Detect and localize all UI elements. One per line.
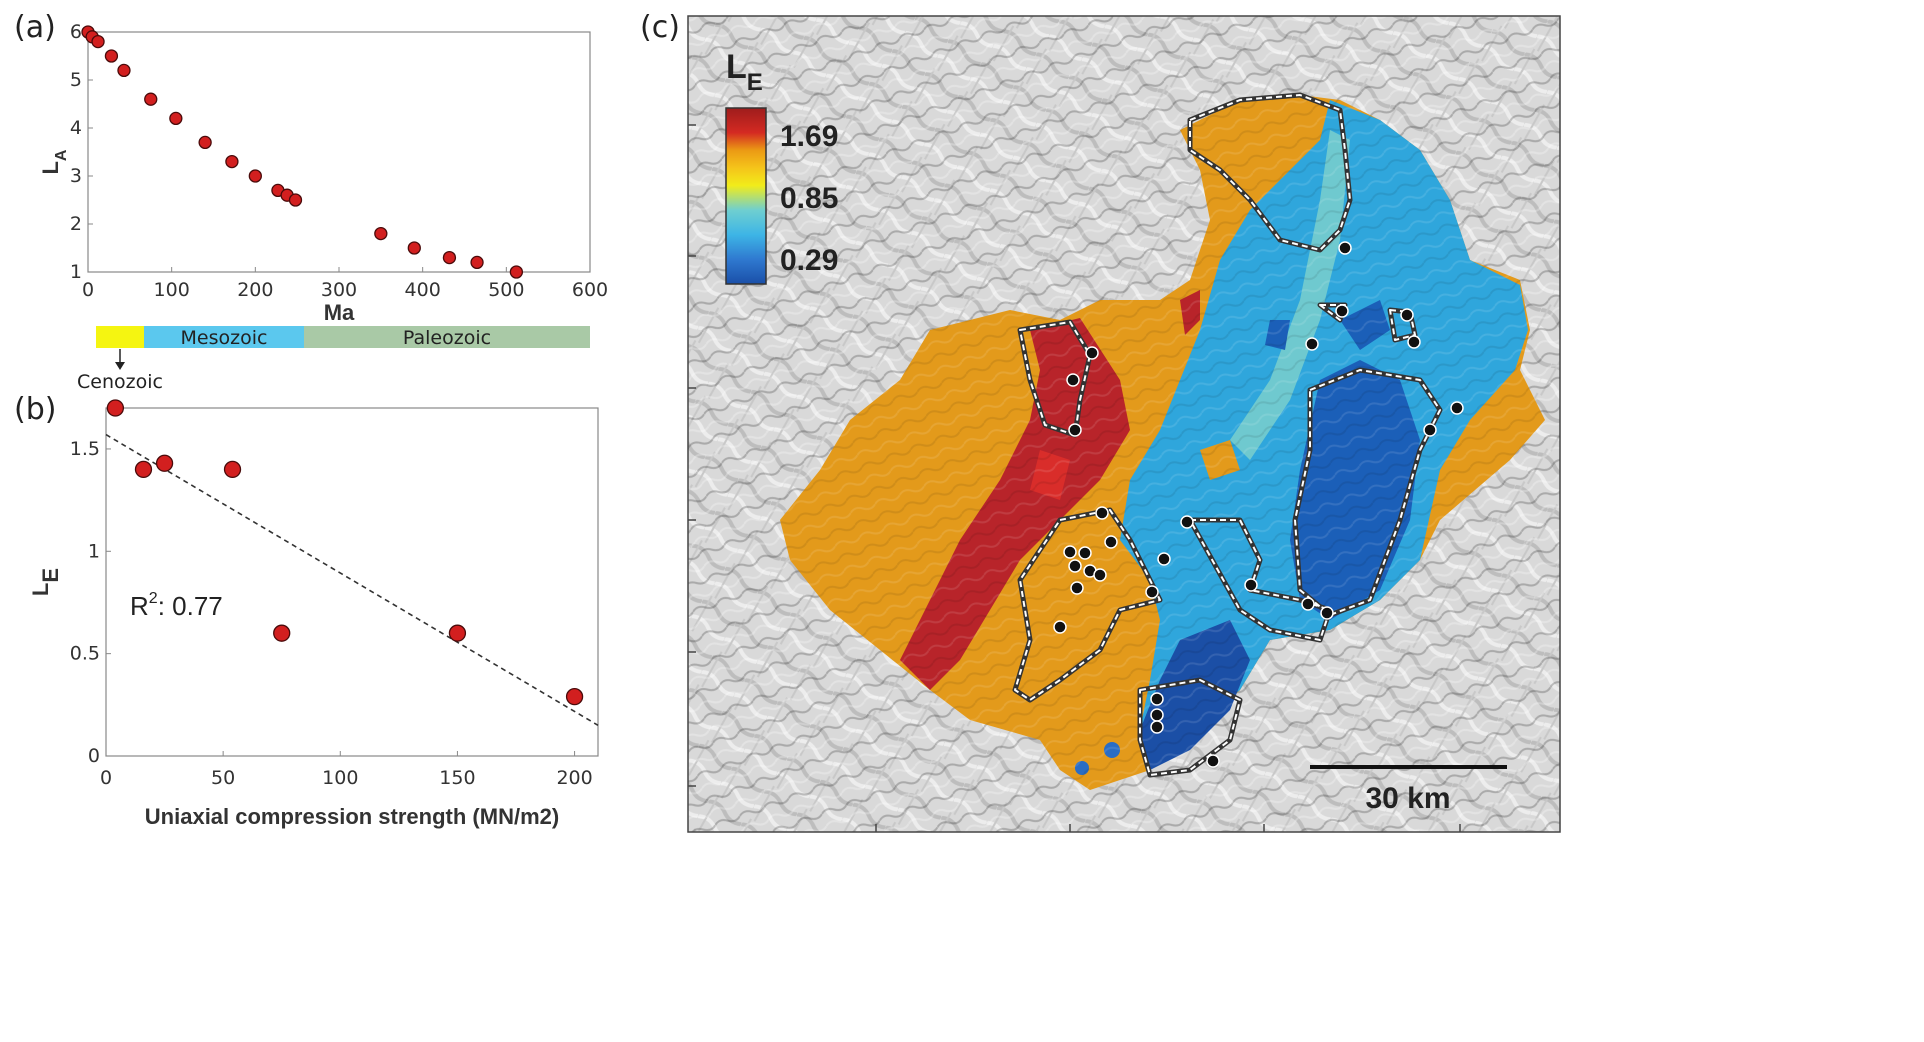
station-point — [1085, 346, 1099, 360]
station-point — [1244, 578, 1258, 592]
panel-label-b: (b) — [14, 392, 57, 427]
station-point — [1335, 304, 1349, 318]
map-frame — [687, 15, 1561, 833]
station-point — [1150, 720, 1164, 734]
scale-bar-label: 30 km — [1365, 782, 1450, 815]
station-point — [1063, 545, 1077, 559]
legend-colorbar — [725, 107, 767, 285]
station-point — [1150, 708, 1164, 722]
station-point — [1320, 606, 1334, 620]
station-point — [1068, 559, 1082, 573]
station-point — [1423, 423, 1437, 437]
station-point — [1157, 552, 1171, 566]
station-point — [1450, 401, 1464, 415]
station-points — [1053, 241, 1464, 768]
station-point — [1078, 546, 1092, 560]
panel-label-a: (a) — [14, 10, 56, 45]
station-point — [1145, 585, 1159, 599]
station-point — [1053, 620, 1067, 634]
panel-label-c: (c) — [640, 10, 680, 45]
station-point — [1070, 581, 1084, 595]
station-point — [1068, 423, 1082, 437]
station-point — [1305, 337, 1319, 351]
legend-value-mid: 0.85 — [780, 182, 838, 215]
station-point — [1400, 308, 1414, 322]
station-point — [1301, 597, 1315, 611]
map-frame-ticks — [688, 124, 1461, 832]
station-point — [1338, 241, 1352, 255]
legend-title: LE — [726, 48, 763, 96]
legend-value-low: 0.29 — [780, 244, 838, 277]
map-legend: LE 1.69 0.85 0.29 — [725, 48, 838, 285]
station-point — [1407, 335, 1421, 349]
station-point — [1150, 692, 1164, 706]
legend-value-high: 1.69 — [780, 120, 838, 153]
station-point — [1206, 754, 1220, 768]
station-point — [1180, 515, 1194, 529]
station-point — [1104, 535, 1118, 549]
station-point — [1066, 373, 1080, 387]
station-point — [1093, 568, 1107, 582]
station-point — [1095, 506, 1109, 520]
